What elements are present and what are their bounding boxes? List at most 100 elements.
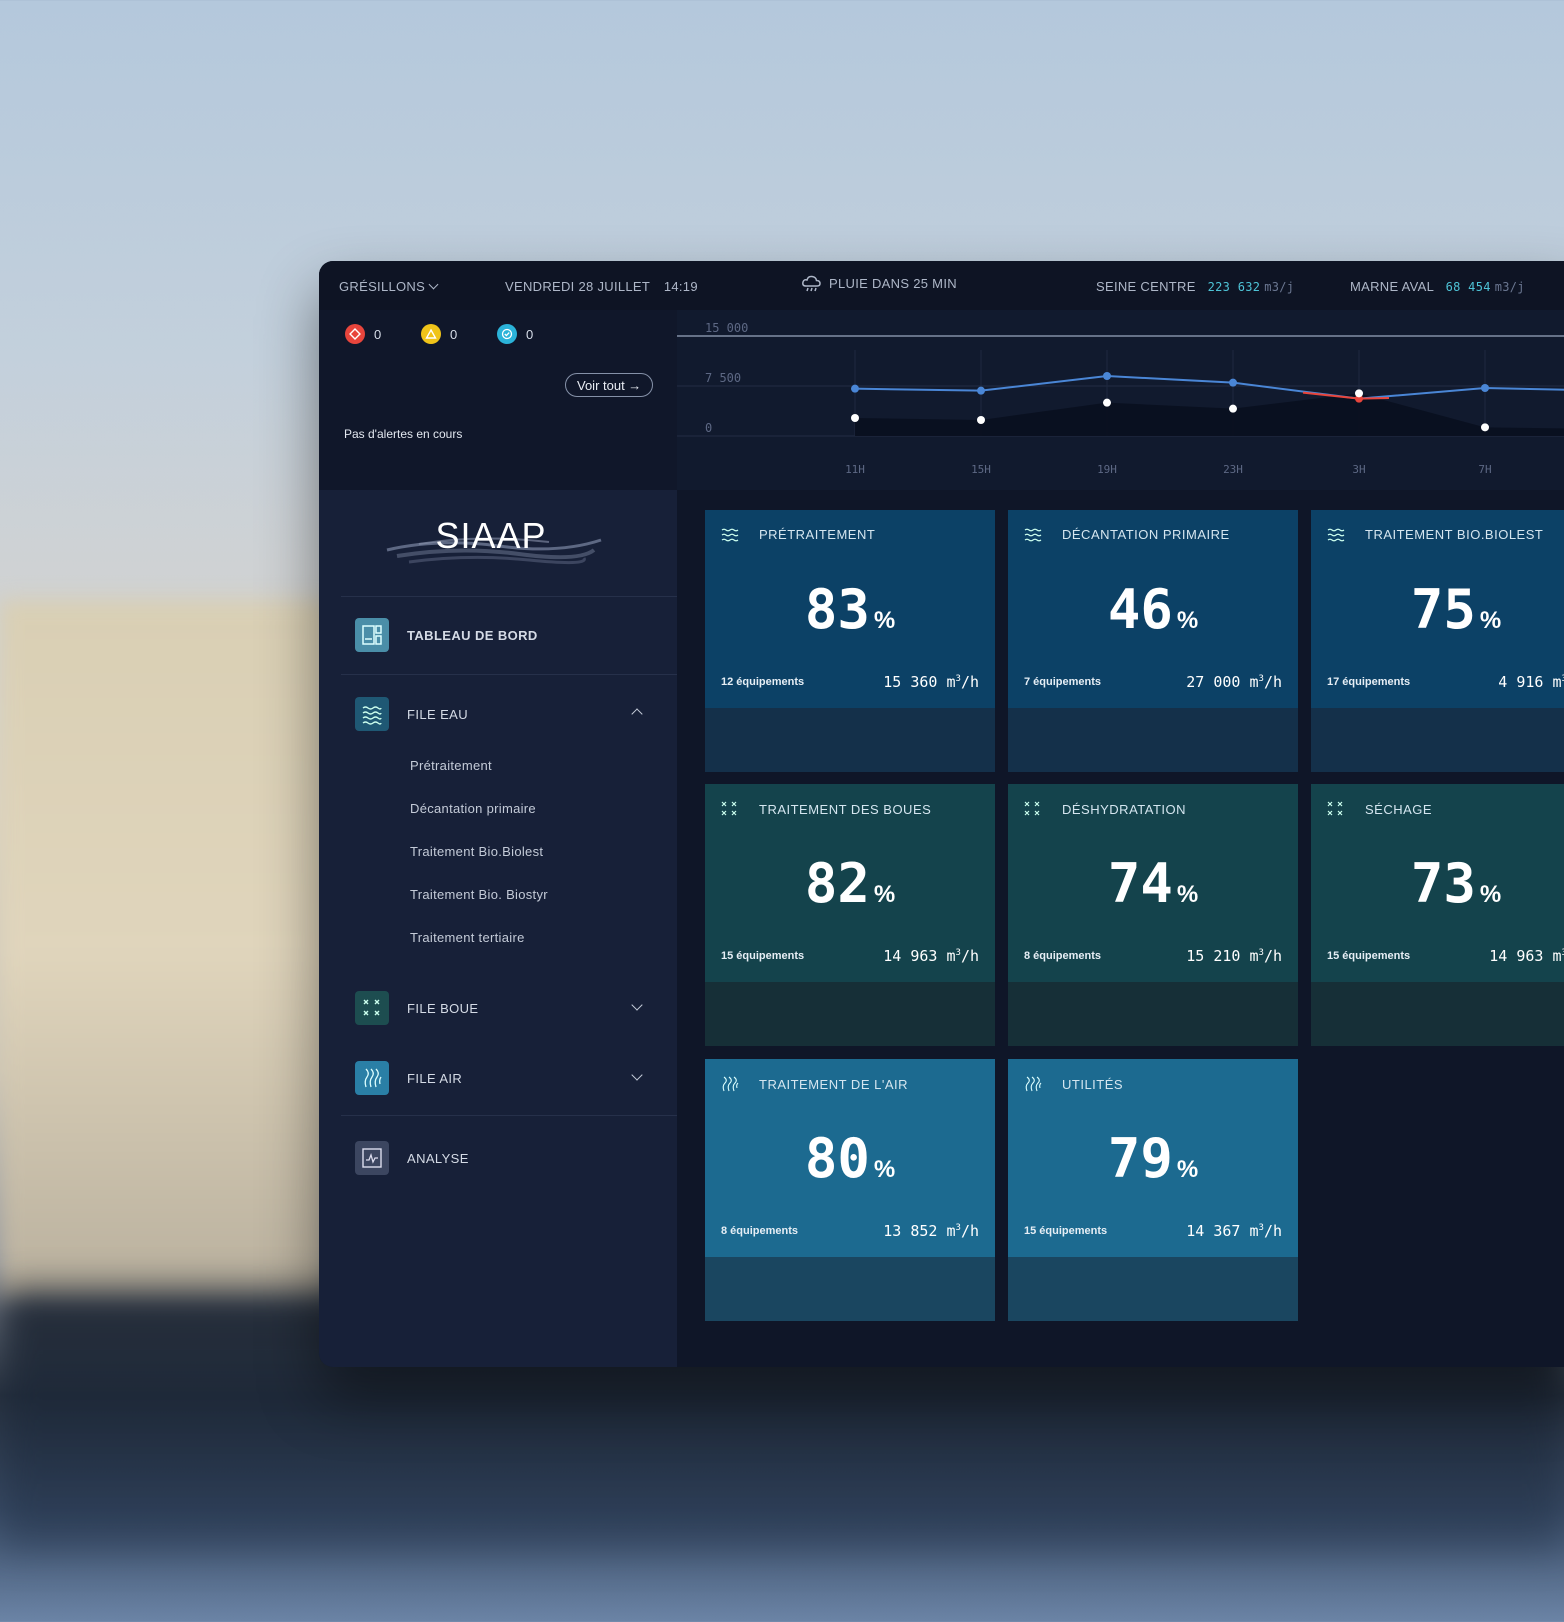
data-point [1229,378,1237,387]
card-percent: 74% [1008,852,1298,915]
marne-label: MARNE AVAL [1350,279,1434,294]
nav-sub-biolest[interactable]: Traitement Bio.Biolest [410,844,544,859]
process-card[interactable]: UTILITÉS 79% 15 équipements 14 367 m3/h [1008,1059,1298,1321]
warning-alert-icon [421,324,441,344]
crosses-icon [721,801,749,817]
card-title: DÉSHYDRATATION [1024,801,1186,817]
card-equipment-count: 17 équipements [1327,676,1411,688]
card-footer [705,708,995,772]
nav-sub-biostyr[interactable]: Traitement Bio. Biostyr [410,887,548,902]
card-body [1311,510,1564,708]
date-time: VENDREDI 28 JUILLET 14:19 [505,279,698,294]
chevron-down-icon[interactable] [631,999,643,1011]
sidebar-divider [341,596,677,597]
alert-warning[interactable]: 0 [421,324,457,344]
process-card[interactable]: TRAITEMENT DES BOUES 82% 15 équipements 14 … [705,784,995,1046]
crosses-icon [1327,801,1355,817]
flow-unit-prefix: m [1249,1222,1259,1240]
card-percent-value: 83 [804,578,870,641]
seine-value: 223 632 [1207,280,1261,294]
card-flow-value: 27 000 [1186,673,1241,691]
seine-label: SEINE CENTRE [1096,279,1196,294]
card-percent: 46% [1008,578,1298,641]
percent-sign: % [1479,607,1502,634]
alert-info[interactable]: 0 [497,324,533,344]
nav-file-eau[interactable]: FILE EAU [355,697,645,731]
flow-unit-prefix: m [946,947,956,965]
card-body [705,510,995,708]
card-flow-value: 14 963 [883,947,938,965]
x-tick-label: 15H [971,463,991,476]
see-all-alerts-button[interactable]: Voir tout → [565,373,654,397]
nav-file-boue[interactable]: FILE BOUE [355,991,479,1025]
card-title: DÉCANTATION PRIMAIRE [1024,527,1230,542]
data-point [851,414,859,422]
card-title: TRAITEMENT DE L'AIR [721,1076,908,1092]
marne-aval-flow: MARNE AVAL 68 454 m3/j [1350,279,1525,294]
data-point [977,386,985,395]
seine-unit: m3/j [1264,280,1295,294]
card-equipment-count: 12 équipements [721,676,805,688]
nav-sub-tertiaire[interactable]: Traitement tertiaire [410,930,525,945]
air-icon [355,1061,389,1095]
flow-unit-prefix: m [946,673,956,691]
card-title-label: PRÉTRAITEMENT [759,527,876,542]
air-icon [721,1076,749,1092]
site-selector[interactable]: GRÉSILLONS [339,279,439,294]
process-card[interactable]: TRAITEMENT DE L'AIR 80% 8 équipements 13 85… [705,1059,995,1321]
weather-label: PLUIE DANS 25 MIN [829,276,957,291]
card-percent: 73% [1311,852,1564,915]
critical-alert-icon [345,324,365,344]
nav-analyse-label: ANALYSE [407,1150,469,1166]
process-card[interactable]: DÉSHYDRATATION 74% 8 équipements 15 210 m3/… [1008,784,1298,1046]
seine-centre-flow: SEINE CENTRE 223 632 m3/j [1096,279,1294,294]
sidebar-divider [341,1115,677,1116]
flow-chart: 15 000 7 500 0 11H 15H 19H 23H 3H 7H [677,310,1564,490]
data-point [851,384,859,393]
card-percent: 82% [705,852,995,915]
data-point [1103,372,1111,380]
process-card[interactable]: TRAITEMENT BIO.BIOLEST 75% 17 équipements 4… [1311,510,1564,772]
card-percent-value: 74 [1107,852,1173,915]
x-tick-label: 11H [845,463,865,476]
flow-unit-prefix: m [1249,947,1259,965]
flow-unit-prefix: m [1552,673,1562,691]
info-count: 0 [526,326,534,342]
card-body [705,1059,995,1257]
card-title-label: TRAITEMENT DE L'AIR [759,1076,908,1092]
nav-sub-pretraitement[interactable]: Prétraitement [410,758,492,773]
nav-analyse[interactable]: ANALYSE [355,1141,469,1175]
y-tick-label: 0 [705,421,712,435]
dashboard-icon [355,618,389,652]
waves-icon [1024,528,1052,542]
analytics-icon [355,1141,389,1175]
percent-sign: % [873,1156,896,1183]
flow-line-chart: 15 000 7 500 0 11H 15H 19H 23H 3H 7H [677,321,1564,476]
air-icon [1024,1076,1052,1092]
card-title: TRAITEMENT DES BOUES [721,801,931,817]
flow-unit-sup: 3 [1258,948,1264,958]
nav-dashboard[interactable]: TABLEAU DE BORD [355,618,538,652]
percent-sign: % [1176,881,1199,908]
siaap-logo: SIAAP [386,515,602,565]
card-footer [1008,982,1298,1046]
nav-file-air[interactable]: FILE AIR [355,1061,462,1095]
card-footer [705,1257,995,1321]
process-card[interactable]: DÉCANTATION PRIMAIRE 46% 7 équipements 27 0… [1008,510,1298,772]
card-title-label: UTILITÉS [1062,1076,1124,1092]
process-card[interactable]: PRÉTRAITEMENT 83% 12 équipements 15 360 m3/… [705,510,995,772]
flow-unit-suffix: /h [1263,947,1282,965]
flow-unit-sup: 3 [955,1223,961,1233]
chevron-down-icon[interactable] [631,1069,643,1081]
process-card[interactable]: SÉCHAGE 73% 15 équipements 14 963 m3/h [1311,784,1564,1046]
data-point [1355,389,1363,398]
alert-critical[interactable]: 0 [345,324,381,344]
nav-dashboard-label: TABLEAU DE BORD [407,627,538,643]
flow-unit-sup: 3 [1258,674,1264,684]
card-percent: 83% [705,578,995,641]
card-percent: 79% [1008,1127,1298,1190]
card-flow-rate: 15 360 m3/h [883,673,979,691]
series-line [854,374,1564,400]
chart-area [855,393,1564,436]
nav-sub-decantation[interactable]: Décantation primaire [410,801,536,816]
